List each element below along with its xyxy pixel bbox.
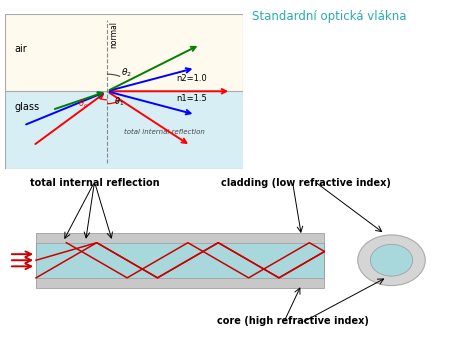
Text: Standardní optická vlákna: Standardní optická vlákna	[252, 10, 406, 23]
Bar	[36, 278, 324, 288]
Bar	[4, 14, 243, 91]
Text: $\theta_1$: $\theta_1$	[114, 95, 125, 108]
Bar	[36, 243, 324, 278]
Bar	[4, 91, 243, 169]
Circle shape	[358, 235, 425, 286]
Bar	[36, 233, 324, 243]
Text: $\theta_c$: $\theta_c$	[78, 98, 89, 110]
Bar	[36, 233, 324, 288]
Text: normal: normal	[109, 21, 118, 48]
Text: core (high refractive index): core (high refractive index)	[216, 316, 369, 326]
Text: cladding (low refractive index): cladding (low refractive index)	[221, 178, 391, 189]
Bar	[36, 243, 324, 278]
Circle shape	[370, 244, 413, 276]
Text: $\theta_2$: $\theta_2$	[122, 67, 132, 79]
Text: n1=1.5: n1=1.5	[176, 94, 207, 103]
Text: total internal reflection: total internal reflection	[124, 129, 205, 135]
Text: glass: glass	[14, 102, 39, 112]
Text: total internal reflection: total internal reflection	[30, 178, 159, 189]
Text: air: air	[14, 44, 27, 54]
Text: n2=1.0: n2=1.0	[176, 74, 207, 83]
